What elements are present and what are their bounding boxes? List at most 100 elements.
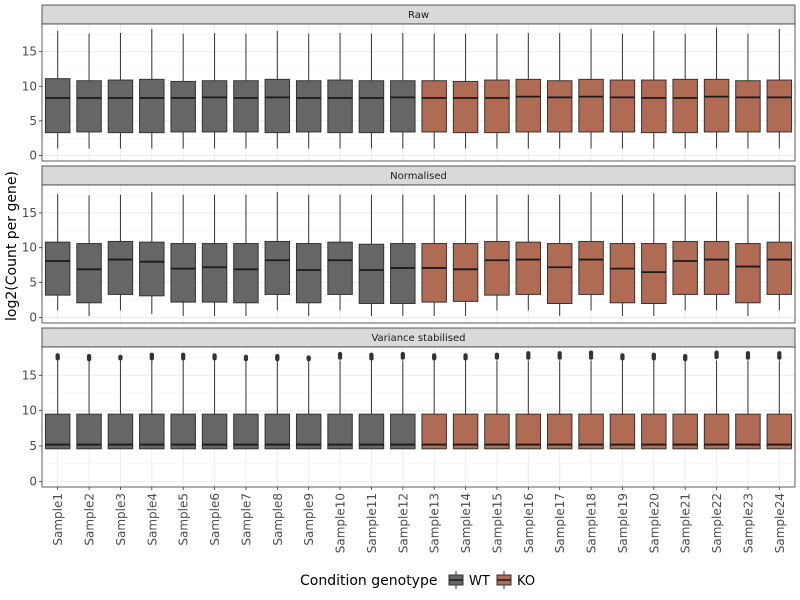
outlier-point [55,353,60,358]
box-body [201,413,228,450]
box-Sample7 [233,33,259,149]
box-body [233,80,259,133]
x-tick-label: Sample6 [208,493,222,546]
x-tick-label: Sample17 [553,493,567,553]
outlier-point [463,353,468,358]
box-Sample4 [139,28,165,149]
box-Sample13 [421,194,447,317]
box-body [703,240,730,295]
box-Sample17 [546,32,573,149]
panel-border [41,346,796,488]
box-body [735,413,761,450]
y-tick-label: 10 [22,241,37,255]
box-Sample21 [672,33,698,149]
box-body [390,413,416,450]
box-body [609,413,636,450]
box-Sample20 [641,193,667,317]
panel-1: Normalised 0 5 10 15 [22,165,796,324]
y-tick-label: 10 [22,404,37,418]
box-Sample19 [609,194,636,317]
box-body [44,241,71,296]
box-Sample13 [421,353,447,450]
box-body [641,243,667,304]
box-body [139,78,165,134]
box-Sample18 [578,350,604,450]
box-body [578,78,604,133]
box-body [264,78,291,134]
x-tick-label: Sample1 [51,493,65,546]
box-Sample3 [107,32,134,149]
box-body [358,80,385,134]
legend-key-KO [496,571,512,589]
box-body [76,413,102,450]
box-Sample23 [735,351,761,450]
box-body [515,78,542,133]
panel-title: Raw [408,10,429,21]
box-body [609,79,636,133]
box-body [358,413,385,450]
box-body [641,79,667,134]
box-Sample5 [170,33,196,149]
outlier-point [149,352,155,357]
legend-label-KO: KO [517,574,535,589]
box-Sample10 [327,194,353,311]
x-tick-label: Sample10 [334,493,348,553]
outlier-point [369,352,374,357]
box-Sample3 [107,354,134,450]
box-body [452,80,479,134]
box-Sample13 [421,33,447,149]
box-body [766,79,793,133]
box-Sample22 [703,350,730,450]
box-Sample17 [546,351,573,450]
box-body [546,413,573,450]
box-Sample2 [76,353,102,450]
box-body [327,79,353,134]
box-body [76,80,102,133]
outlier-point [588,350,594,355]
box-Sample11 [358,352,385,450]
box-body [44,78,71,134]
outlier-point [118,354,123,360]
box-body [44,413,71,450]
box-body [515,413,542,450]
x-tick-label: Sample4 [145,493,159,546]
box-body [452,413,479,450]
box-body [76,243,102,304]
x-tick-label: Sample5 [177,493,191,546]
outlier-point [243,354,249,360]
panel-0: Raw 0 5 10 15 [22,4,796,162]
box-body [766,413,793,450]
x-tick-label: Sample15 [490,493,504,553]
box-body [295,413,322,450]
box-body [672,78,698,134]
box-Sample20 [641,30,667,149]
y-tick-label: 15 [22,368,37,382]
box-Sample18 [578,28,604,149]
box-Sample12 [390,351,416,450]
box-Sample6 [201,194,228,317]
x-tick-label: Sample13 [428,493,442,553]
box-body [484,240,510,296]
box-body [766,241,793,295]
y-tick-label: 10 [22,79,37,93]
box-Sample16 [515,194,542,311]
box-body [703,413,730,450]
box-Sample14 [452,353,479,450]
box-Sample15 [484,194,510,311]
box-Sample21 [672,353,698,450]
x-tick-label: Sample20 [647,493,661,553]
box-body [295,80,322,133]
box-body [264,240,291,295]
box-Sample18 [578,191,604,311]
box-Sample4 [139,352,165,450]
box-Sample2 [76,33,102,149]
box-Sample19 [609,353,636,450]
box-Sample21 [672,194,698,311]
box-Sample11 [358,33,385,149]
box-body [170,413,196,450]
box-body [546,80,573,133]
y-tick-label: 5 [29,439,37,453]
box-Sample8 [264,30,291,149]
box-body [484,79,510,134]
